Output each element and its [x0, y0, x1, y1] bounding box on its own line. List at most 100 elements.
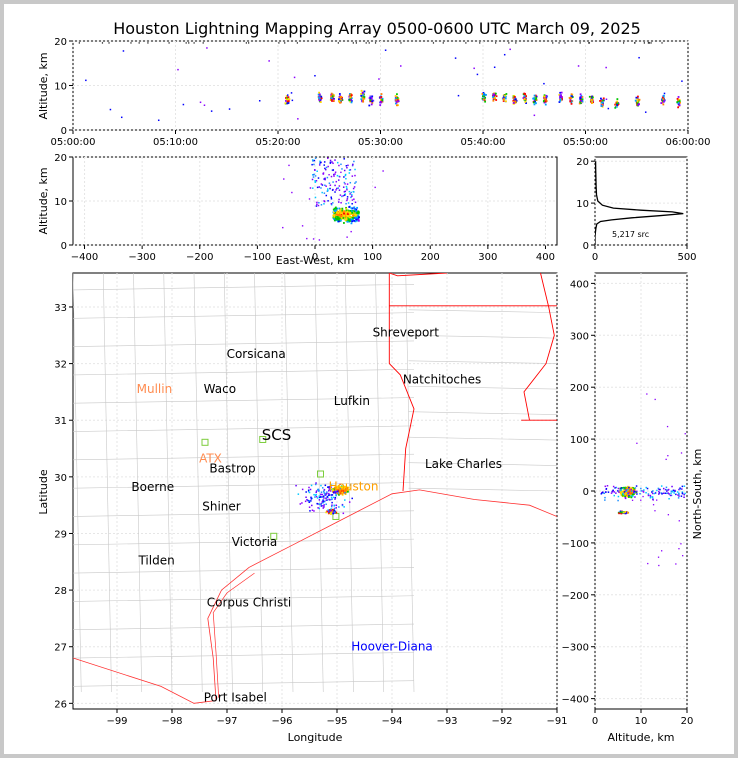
source-point [343, 215, 346, 218]
source-point [493, 66, 496, 69]
source-point [351, 211, 354, 214]
source-point [349, 484, 352, 486]
source-point [382, 170, 384, 172]
source-point [340, 489, 342, 491]
source-point [341, 168, 343, 170]
p5-ylabel: North-South, km [691, 449, 704, 540]
source-point [552, 42, 554, 44]
source-point [605, 66, 607, 69]
source-point [345, 219, 348, 222]
source-point [680, 543, 682, 545]
source-point [341, 99, 344, 101]
source-point [326, 491, 328, 493]
source-point [343, 488, 346, 491]
source-point [335, 504, 338, 507]
source-point [319, 496, 322, 498]
source-point [636, 100, 639, 103]
source-point [347, 486, 350, 489]
tick-label-y: 20 [576, 157, 589, 168]
source-point [684, 492, 686, 495]
source-point [370, 97, 373, 100]
source-point [338, 189, 341, 191]
tick-label-x: −95 [326, 716, 347, 727]
source-point [627, 492, 630, 494]
source-point [622, 42, 625, 44]
source-point [325, 499, 328, 501]
source-point [323, 504, 325, 506]
source-point [351, 497, 353, 500]
source-point [345, 212, 348, 215]
source-point [663, 92, 666, 95]
source-point [636, 97, 639, 100]
source-point [339, 490, 342, 493]
source-point [316, 203, 318, 206]
source-point [330, 498, 333, 501]
source-point [325, 185, 327, 187]
city-label: Boerne [131, 480, 174, 494]
source-point [337, 187, 340, 189]
source-point [581, 96, 584, 98]
source-point [334, 216, 337, 219]
source-point [316, 170, 318, 173]
source-point [600, 101, 603, 104]
source-point [344, 173, 347, 176]
parish-line [408, 462, 557, 466]
parish-line [408, 385, 557, 390]
source-point [199, 101, 202, 104]
source-point [347, 164, 349, 167]
source-point [333, 210, 336, 212]
source-point [327, 494, 330, 496]
source-point [346, 198, 349, 200]
source-point [621, 494, 624, 497]
source-point [361, 92, 364, 95]
time-altitude-panel: 05:00:00 05:10:00 05:20:00 05:30:00 05:40:00… [51, 37, 711, 148]
source-point [482, 91, 485, 94]
source-point [340, 217, 343, 219]
source-point [624, 496, 627, 499]
source-point [341, 214, 344, 217]
source-point [533, 114, 536, 117]
source-point [340, 96, 343, 98]
source-point [331, 487, 334, 490]
source-point [591, 99, 594, 102]
county-line [223, 273, 233, 693]
source-point [397, 97, 400, 100]
source-point [656, 489, 658, 492]
source-point [381, 99, 384, 102]
source-point [314, 181, 317, 183]
source-point [343, 176, 345, 178]
source-point [569, 96, 572, 99]
source-point [329, 98, 332, 101]
source-point [334, 492, 337, 494]
source-point [343, 217, 346, 220]
source-point [342, 217, 345, 219]
source-point [543, 97, 546, 100]
source-point [492, 96, 494, 98]
red-river [389, 273, 448, 277]
city-label: Houston [329, 479, 379, 493]
source-point [341, 492, 343, 495]
source-point [336, 161, 339, 164]
source-point [322, 490, 325, 493]
source-point [605, 491, 607, 493]
source-point [636, 101, 639, 104]
source-point [360, 94, 363, 97]
source-point [632, 493, 634, 496]
source-point [336, 174, 339, 177]
parish-line [408, 487, 557, 492]
source-point [371, 101, 374, 104]
source-point [578, 102, 581, 105]
source-point [661, 98, 664, 100]
source-point [658, 490, 660, 493]
source-point [394, 96, 397, 99]
tick-label-y: 10 [54, 82, 67, 93]
source-point [672, 489, 675, 492]
source-point [628, 488, 630, 491]
source-point [618, 511, 621, 514]
source-point [322, 497, 325, 499]
source-point [332, 99, 335, 102]
source-point [616, 100, 619, 103]
state-border-tx-la [388, 273, 415, 492]
source-point [614, 106, 617, 109]
source-point [331, 504, 333, 506]
